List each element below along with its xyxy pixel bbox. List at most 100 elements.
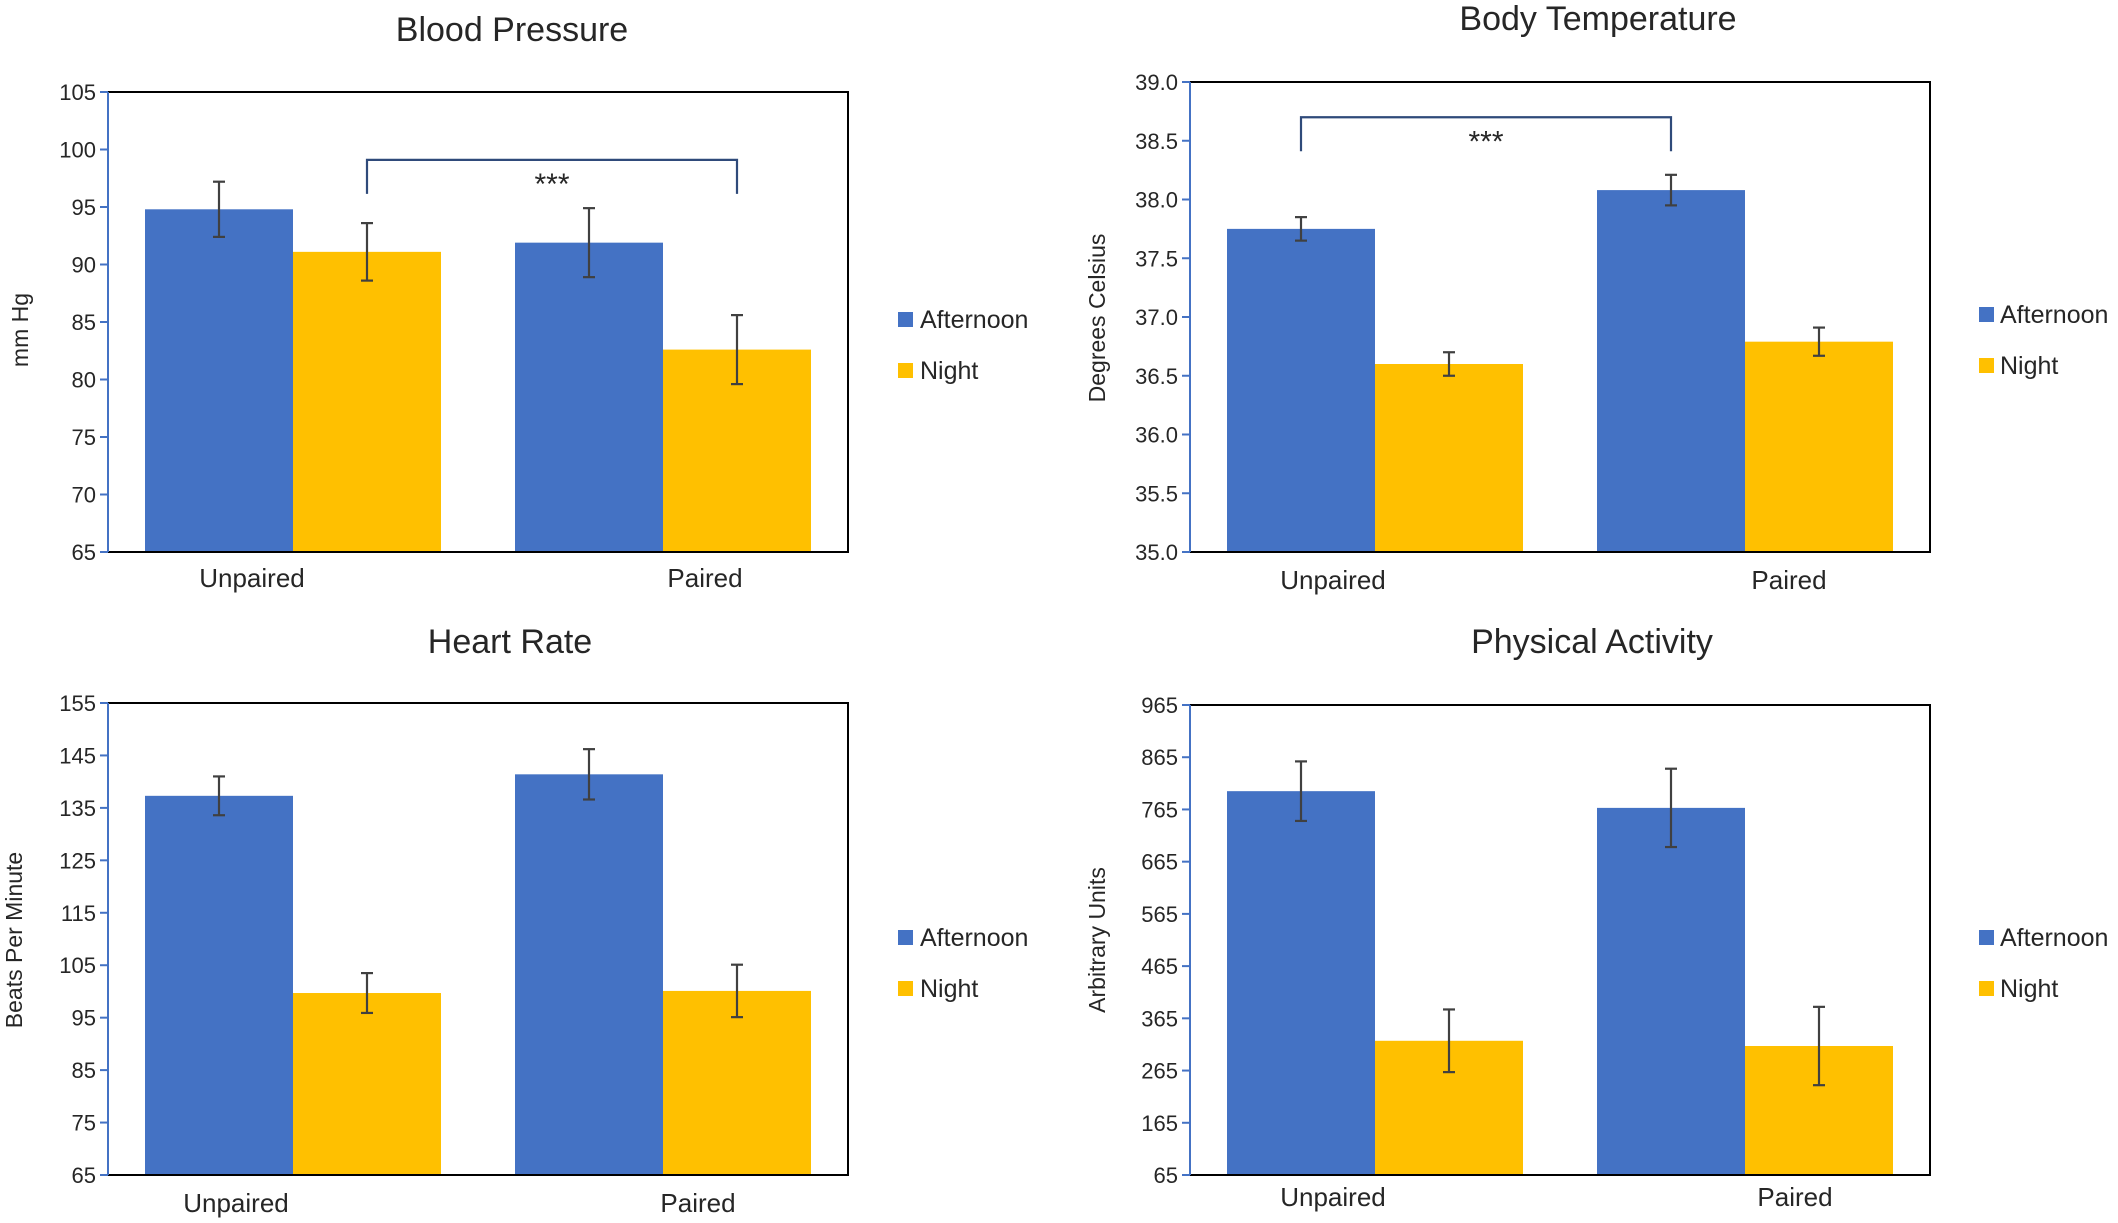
body-temperature-chart: Body Temperature Degrees Celsius *** 35.… (1084, 0, 2108, 595)
error-bar-night-paired (1813, 1005, 1825, 1087)
y-tick-label: 115 (61, 901, 96, 926)
legend-label-afternoon: Afternoon (920, 924, 1028, 952)
y-tick-label: 165 (1141, 1111, 1178, 1136)
error-bar-afternoon-paired (1665, 767, 1677, 849)
category-label-paired: Paired (1751, 565, 1826, 595)
legend-swatch-night (1979, 358, 1994, 373)
error-bar-afternoon-paired (583, 748, 595, 801)
y-tick-label: 125 (59, 848, 96, 873)
y-tick-label: 65 (72, 540, 96, 565)
bar-marks: *** (145, 158, 811, 553)
error-bar-afternoon-unpaired (1295, 216, 1307, 242)
legend-label-night: Night (920, 357, 978, 385)
y-tick-label: 95 (72, 195, 96, 220)
legend-swatch-night (1979, 981, 1994, 996)
bar-afternoon-paired (1597, 807, 1745, 1175)
legend-swatch-night (898, 363, 913, 378)
y-tick-label: 95 (72, 1006, 96, 1031)
legend-swatch-afternoon (898, 930, 913, 945)
legend-label-night: Night (920, 975, 978, 1003)
category-label-unpaired: Unpaired (1280, 1182, 1386, 1212)
y-tick-label: 37.0 (1135, 305, 1178, 330)
bar-afternoon-unpaired (1227, 228, 1375, 552)
y-axis-ticks: 65 75 85 95 105 115 125 135 145 155 (59, 691, 109, 1188)
bar-afternoon-unpaired (145, 209, 293, 553)
category-label-unpaired: Unpaired (199, 563, 305, 593)
blood-pressure-chart: Blood Pressure mm Hg *** 65 70 75 80 85 90 95 1… (7, 11, 1028, 593)
y-axis-ticks: 65 165 265 365 465 565 665 765 865 965 (1141, 693, 1191, 1188)
y-tick-label: 37.5 (1135, 246, 1178, 271)
error-bar-afternoon-unpaired (213, 180, 225, 238)
error-bar-night-paired (731, 314, 743, 386)
legend-label-afternoon: Afternoon (2000, 924, 2108, 952)
y-tick-label: 565 (1141, 902, 1178, 927)
y-tick-label: 90 (72, 253, 96, 278)
bar-afternoon-paired (515, 774, 663, 1175)
legend-swatch-afternoon (1979, 307, 1994, 322)
legend-label-night: Night (2000, 975, 2058, 1003)
y-tick-label: 65 (1154, 1163, 1178, 1188)
category-label-unpaired: Unpaired (1280, 565, 1386, 595)
bar-night-unpaired (293, 993, 441, 1175)
y-axis-ticks: 65 70 75 80 85 90 95 100 105 (59, 80, 109, 565)
y-tick-label: 465 (1141, 954, 1178, 979)
chart-title: Heart Rate (428, 623, 592, 661)
error-bar-night-paired (731, 963, 743, 1019)
legend-swatch-afternoon (1979, 930, 1994, 945)
bar-marks: *** (1227, 116, 1893, 552)
y-tick-label: 765 (1141, 797, 1178, 822)
error-bar-afternoon-paired (1665, 173, 1677, 207)
y-tick-label: 36.0 (1135, 423, 1178, 448)
legend: Afternoon Night (898, 924, 1028, 1003)
significance-bracket: *** (1299, 116, 1673, 158)
category-label-paired: Paired (660, 1188, 735, 1218)
y-tick-label: 35.5 (1135, 481, 1178, 506)
y-tick-label: 39.0 (1135, 70, 1178, 95)
error-bar-night-unpaired (361, 971, 373, 1015)
error-bar-afternoon-paired (583, 207, 595, 279)
y-tick-label: 105 (59, 80, 96, 105)
y-axis-label: mm Hg (7, 293, 33, 367)
significance-label: *** (534, 168, 569, 201)
legend-label-afternoon: Afternoon (2000, 301, 2108, 329)
chart-title: Blood Pressure (396, 11, 628, 49)
legend-swatch-afternoon (898, 312, 913, 327)
y-axis-label: Arbitrary Units (1084, 867, 1110, 1013)
bar-night-paired (1745, 341, 1893, 552)
legend-label-night: Night (2000, 352, 2058, 380)
error-bar-night-unpaired (1443, 1008, 1455, 1074)
error-bar-night-paired (1813, 326, 1825, 357)
y-tick-label: 865 (1141, 745, 1178, 770)
legend: Afternoon Night (898, 306, 1028, 385)
bar-night-paired (663, 990, 811, 1175)
category-label-paired: Paired (1757, 1182, 1832, 1212)
bar-afternoon-unpaired (145, 795, 293, 1175)
significance-label: *** (1468, 125, 1503, 158)
y-tick-label: 70 (72, 483, 96, 508)
significance-bracket-line (365, 158, 739, 194)
bar-afternoon-paired (1597, 190, 1745, 552)
legend: Afternoon Night (1979, 301, 2108, 380)
bar-night-unpaired (293, 251, 441, 552)
y-tick-label: 75 (72, 1111, 96, 1136)
y-tick-label: 85 (72, 1058, 96, 1083)
y-tick-label: 80 (72, 368, 96, 393)
y-axis-label: Degrees Celsius (1084, 234, 1110, 403)
category-label-unpaired: Unpaired (183, 1188, 289, 1218)
y-tick-label: 145 (59, 743, 96, 768)
y-tick-label: 135 (59, 796, 96, 821)
chart-title: Body Temperature (1459, 0, 1736, 38)
significance-bracket: *** (365, 158, 739, 201)
error-bar-afternoon-unpaired (1295, 760, 1307, 823)
bar-afternoon-unpaired (1227, 791, 1375, 1175)
bar-marks (1227, 760, 1893, 1175)
bar-night-unpaired (1375, 364, 1523, 552)
y-tick-label: 75 (72, 425, 96, 450)
error-bar-afternoon-unpaired (213, 775, 225, 817)
y-tick-label: 100 (59, 138, 96, 163)
bar-marks (145, 748, 811, 1175)
y-tick-label: 35.0 (1135, 540, 1178, 565)
y-tick-label: 36.5 (1135, 364, 1178, 389)
legend-label-afternoon: Afternoon (920, 306, 1028, 334)
